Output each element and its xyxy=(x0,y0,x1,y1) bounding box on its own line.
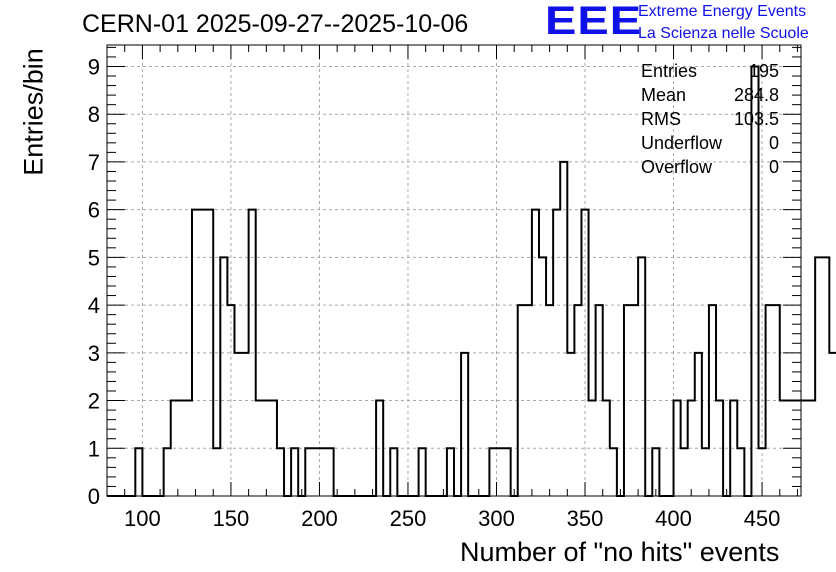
stat-label: RMS xyxy=(641,109,681,129)
stat-row-entries: Entries 195 xyxy=(641,60,779,84)
stat-value: 284.8 xyxy=(733,85,779,105)
histogram-bin xyxy=(277,448,284,496)
stat-row-overflow: Overflow 0 xyxy=(641,156,779,180)
y-tick-label: 9 xyxy=(88,54,100,79)
histogram-bin xyxy=(681,448,688,496)
histogram-outline xyxy=(107,65,836,497)
histogram-bin xyxy=(319,448,326,496)
histogram-bin xyxy=(220,257,227,496)
stat-value: 195 xyxy=(748,61,779,81)
histogram-bin xyxy=(305,448,312,496)
y-tick-label: 1 xyxy=(88,436,100,461)
histogram-bin xyxy=(447,448,454,496)
histogram-bin xyxy=(638,257,645,496)
histogram-bin xyxy=(312,448,319,496)
histogram-bin xyxy=(496,448,503,496)
stat-row-rms: RMS 103.5 xyxy=(641,108,779,132)
stat-label: Overflow xyxy=(641,157,713,177)
x-tick-label: 300 xyxy=(478,506,515,531)
histogram-bin xyxy=(390,448,397,496)
y-tick-label: 4 xyxy=(88,293,100,318)
histogram-bin xyxy=(242,353,249,496)
y-tick-label: 0 xyxy=(88,484,100,509)
histogram-bin xyxy=(702,448,709,496)
y-tick-label: 5 xyxy=(88,245,100,270)
stat-label: Underflow xyxy=(641,133,723,153)
x-tick-label: 100 xyxy=(124,506,161,531)
histogram-bin xyxy=(461,353,468,496)
y-tick-label: 8 xyxy=(88,102,100,127)
x-tick-label: 200 xyxy=(301,506,338,531)
stat-row-underflow: Underflow 0 xyxy=(641,132,779,156)
histogram-bin xyxy=(539,257,546,496)
y-axis-label: Entries/bin xyxy=(18,48,49,176)
logo-subtitle-2: La Scienza nelle Scuole xyxy=(638,25,809,42)
histogram-bin xyxy=(808,401,815,496)
logo-subtitle-1: Extreme Energy Events xyxy=(638,3,807,20)
histogram-bin xyxy=(815,257,822,496)
histogram-bin xyxy=(695,353,702,496)
histogram-bin xyxy=(213,448,220,496)
y-tick-label: 6 xyxy=(88,198,100,223)
histogram-bin xyxy=(567,353,574,496)
eee-logo: EEE xyxy=(545,0,643,43)
stats-box: Entries 195 Mean 284.8 RMS 103.5 Underfl… xyxy=(641,60,779,180)
stat-value: 0 xyxy=(768,157,779,177)
histogram-bin xyxy=(489,448,496,496)
histogram-bin xyxy=(327,448,334,496)
stat-label: Entries xyxy=(641,61,698,81)
histogram-bin xyxy=(610,448,617,496)
histogram-bin xyxy=(652,448,659,496)
chart-title: CERN-01 2025-09-27--2025-10-06 xyxy=(82,10,469,38)
y-tick-label: 2 xyxy=(88,389,100,414)
histogram-bin xyxy=(504,448,511,496)
x-tick-label: 450 xyxy=(744,506,781,531)
x-tick-label: 400 xyxy=(655,506,692,531)
x-tick-label: 250 xyxy=(390,506,427,531)
histogram-bin xyxy=(737,448,744,496)
histogram-bin xyxy=(560,162,567,496)
y-tick-label: 3 xyxy=(88,341,100,366)
histogram-bin xyxy=(822,257,829,496)
y-tick-label: 7 xyxy=(88,150,100,175)
stat-label: Mean xyxy=(641,85,687,105)
stat-row-mean: Mean 284.8 xyxy=(641,84,779,108)
histogram-bin xyxy=(234,353,241,496)
histogram-bin xyxy=(135,448,142,496)
histogram-bin xyxy=(829,353,836,496)
x-tick-label: 350 xyxy=(567,506,604,531)
stat-value: 0 xyxy=(768,133,779,153)
histogram-bin xyxy=(291,448,298,496)
x-tick-label: 150 xyxy=(213,506,250,531)
stat-value: 103.5 xyxy=(733,109,779,129)
x-axis-label: Number of "no hits" events xyxy=(460,537,780,567)
histogram-bin xyxy=(801,401,808,496)
histogram-bin xyxy=(419,448,426,496)
histogram-bin xyxy=(164,448,171,496)
